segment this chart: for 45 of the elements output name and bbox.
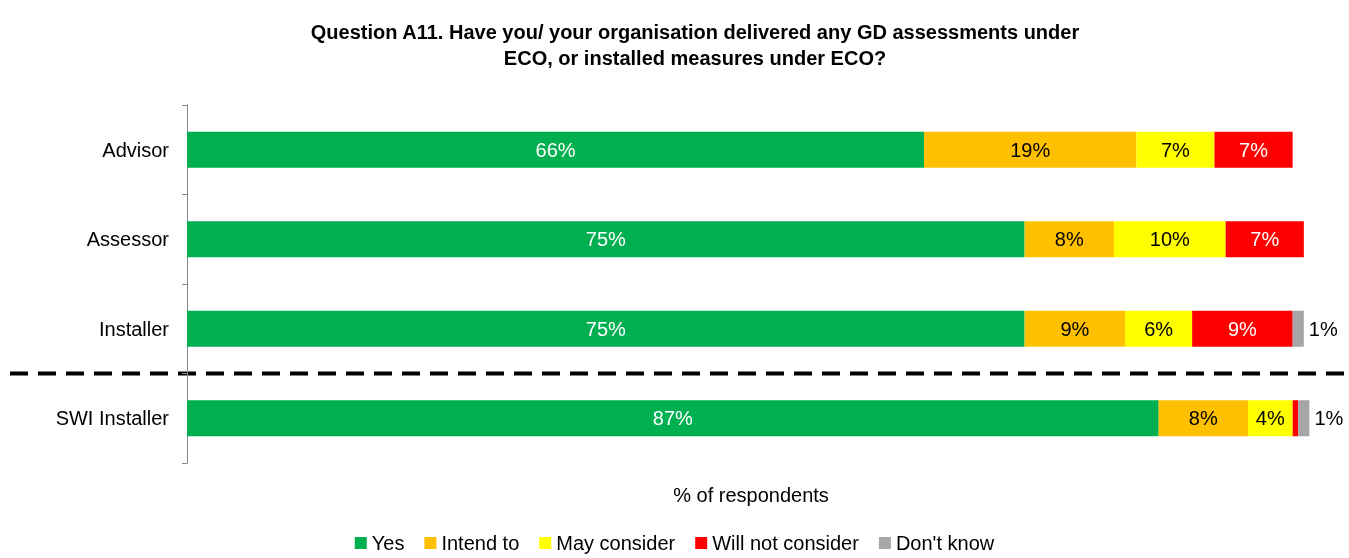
data-label: 10% [1149, 228, 1191, 251]
data-label: 7% [1160, 138, 1191, 161]
data-label: 1% [1308, 317, 1338, 340]
data-label: 8% [1188, 407, 1218, 430]
bar [1136, 131, 1215, 168]
data-label: 7% [1239, 138, 1269, 161]
data-label: 9% [1227, 317, 1258, 340]
legend-label: Yes [371, 532, 405, 554]
bar [1298, 400, 1310, 437]
chart-title: Question A11. Have you/ your organisation delivered any GD assessments under ECO, or installed measures under ECO? [310, 21, 1080, 69]
bar [1158, 400, 1248, 437]
y-tick-label: SWI Installer [55, 407, 170, 430]
bar [1192, 310, 1293, 347]
bar [187, 131, 925, 168]
data-label: 8% [1054, 228, 1084, 251]
data-label: 9% [1060, 317, 1090, 340]
bar [1024, 221, 1114, 258]
data-label: 6% [1144, 317, 1174, 340]
bar [1292, 310, 1304, 347]
y-tick-label: Installer [98, 317, 170, 340]
data-label: 19% [1010, 138, 1051, 161]
bar [1125, 310, 1193, 347]
bar [1214, 131, 1293, 168]
data-label: 66% [535, 138, 576, 161]
bar [1292, 400, 1299, 437]
data-label: 1% [1314, 407, 1344, 430]
x-axis-title: % of respondents [673, 484, 829, 506]
bar [1024, 310, 1126, 347]
legend-label: Intend to [441, 532, 520, 554]
data-label: 87% [652, 407, 694, 430]
bar [1225, 221, 1304, 258]
bar [1113, 221, 1226, 258]
legend-label: May consider [556, 532, 676, 554]
data-label: 4% [1255, 407, 1285, 430]
y-tick-label: Advisor [102, 138, 170, 161]
y-tick-label: Assessor [86, 228, 170, 251]
legend-label: Don't know [895, 532, 995, 554]
bar [187, 400, 1159, 437]
data-label: 7% [1250, 228, 1280, 251]
data-label: 75% [585, 317, 627, 340]
bar [924, 131, 1137, 168]
bar [187, 310, 1025, 347]
bar [187, 221, 1025, 258]
data-label: 75% [585, 228, 627, 251]
legend-label: Will not consider [712, 532, 860, 554]
